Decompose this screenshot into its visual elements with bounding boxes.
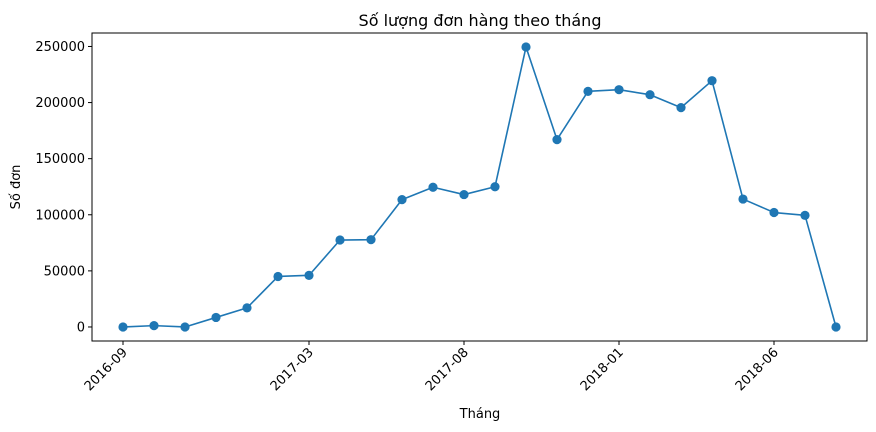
data-point-2018-05 [738, 194, 748, 204]
y-tick-label: 50000 [44, 264, 85, 279]
x-axis-title: Tháng [459, 407, 501, 422]
data-point-2017-07 [428, 182, 438, 192]
x-tick-label: 2018-01 [578, 345, 627, 394]
data-point-2016-09 [118, 322, 128, 332]
data-point-2018-03 [676, 103, 686, 113]
y-tick-label: 0 [77, 320, 85, 335]
data-point-2017-12 [583, 86, 593, 96]
x-tick-label: 2016-09 [82, 345, 131, 394]
data-point-2016-11 [180, 322, 190, 332]
data-point-2018-01 [614, 85, 624, 95]
x-tick-label: 2017-03 [268, 345, 317, 394]
y-axis: 0 50000 100000 150000 200000 250000 [35, 40, 92, 335]
data-point-2018-04 [707, 76, 717, 86]
series-layer [118, 42, 841, 332]
data-point-2017-05 [366, 235, 376, 245]
data-point-2017-10 [521, 42, 531, 52]
x-axis: 2016-09 2017-03 2017-08 2018-01 2018-06 [82, 341, 782, 394]
data-point-2018-02 [645, 90, 655, 100]
data-point-2016-12 [211, 312, 221, 323]
data-point-2018-08 [831, 322, 841, 332]
data-point-2017-02 [273, 271, 283, 282]
chart-title: Số lượng đơn hàng theo tháng [359, 11, 602, 30]
data-point-2017-11 [552, 134, 562, 145]
x-tick-label: 2017-08 [423, 345, 472, 394]
data-point-2018-06 [769, 207, 779, 218]
data-point-2016-10 [149, 321, 159, 331]
y-tick-label: 250000 [35, 40, 85, 55]
data-point-2018-07 [800, 210, 810, 220]
data-point-2017-03 [304, 270, 314, 280]
data-point-2017-08 [459, 189, 469, 200]
series-line [122, 46, 837, 328]
y-axis-title: Số đơn [9, 165, 24, 210]
y-tick-label: 150000 [35, 152, 85, 167]
plot-area [91, 32, 868, 342]
x-tick-label: 2018-06 [733, 345, 782, 394]
y-tick-label: 200000 [35, 96, 85, 111]
data-point-2017-06 [397, 195, 407, 205]
data-point-2017-01 [242, 303, 252, 313]
data-point-2017-09 [490, 182, 500, 192]
y-tick-label: 100000 [35, 208, 85, 223]
data-point-2017-04 [335, 235, 345, 245]
